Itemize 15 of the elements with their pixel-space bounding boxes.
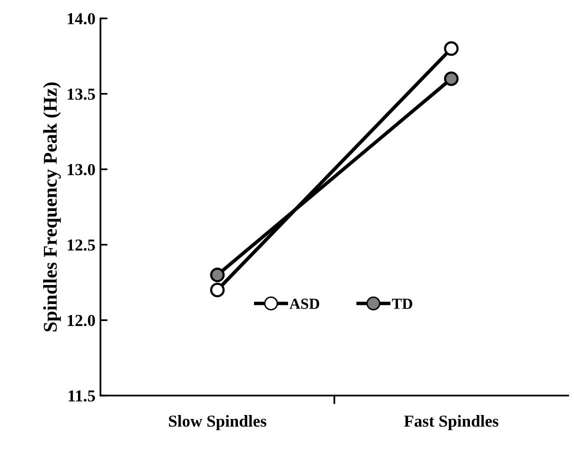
legend-label: TD (392, 298, 412, 309)
y-axis-title: Spindles Frequency Peak (Hz) (43, 82, 61, 332)
point (210, 268, 225, 282)
y-tick-label: 12.0 (68, 314, 95, 326)
point (210, 282, 225, 298)
y-tick-label: 14.0 (68, 13, 95, 24)
y-tick-label: 13.5 (68, 88, 95, 100)
y-tick-label: 11.5 (68, 390, 95, 402)
y-tick-label: 12.5 (68, 239, 95, 251)
point (444, 41, 459, 56)
legend-label: ASD (290, 298, 320, 309)
x-tick-label: Slow Spindles (168, 415, 266, 430)
point (444, 71, 459, 86)
x-tick-label: Fast Spindles (404, 415, 498, 430)
y-tick-label: 13.0 (68, 164, 95, 176)
